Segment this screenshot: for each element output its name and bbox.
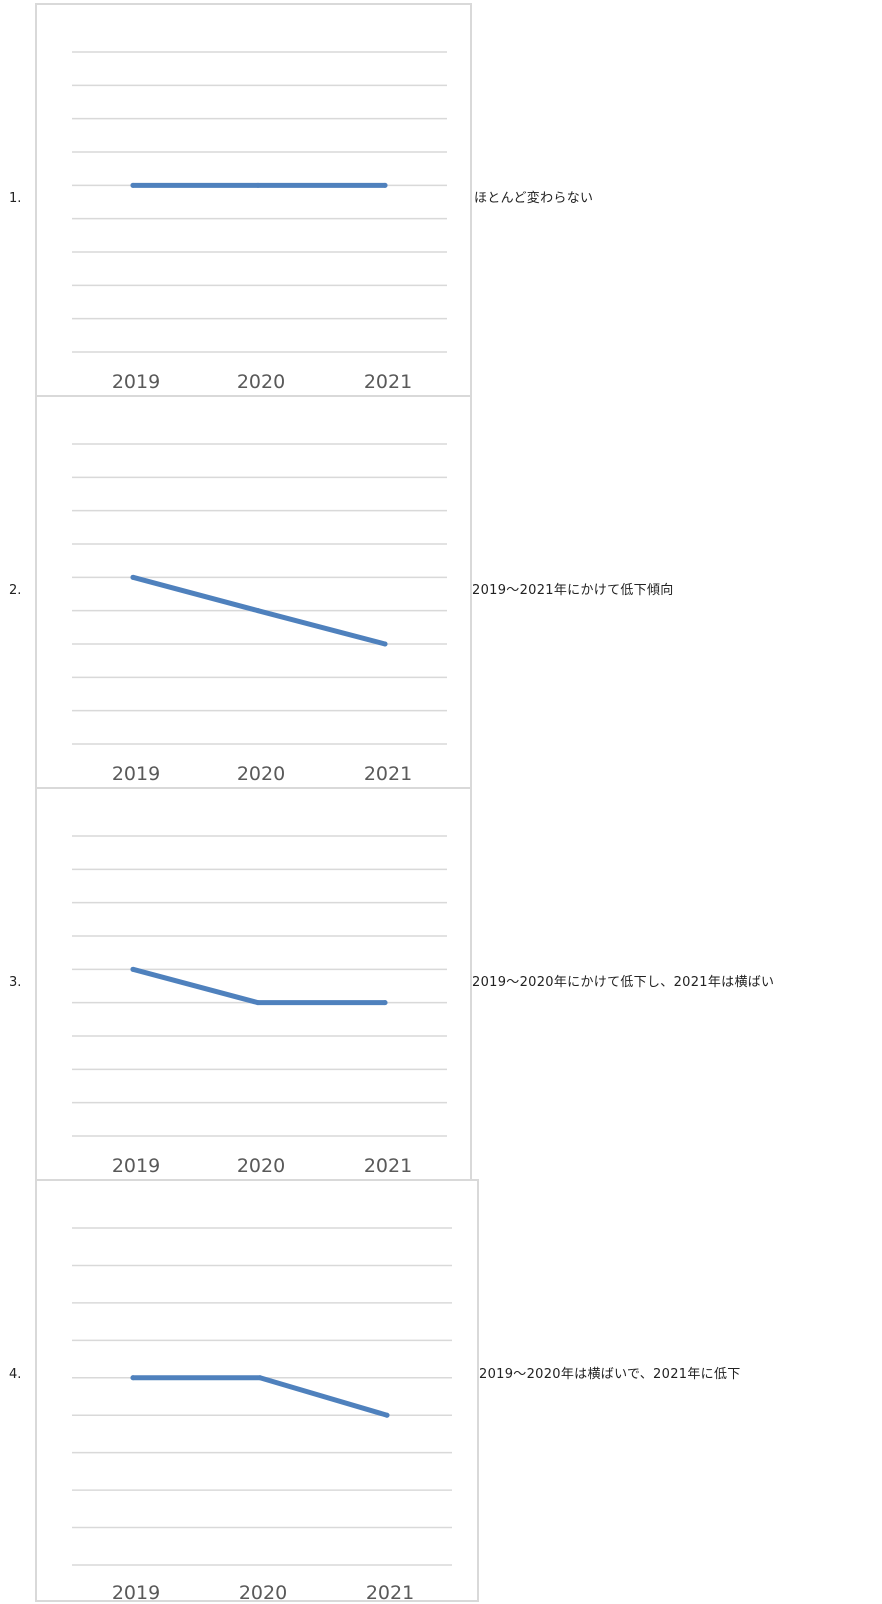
line-chart-3-plot: 2019 2020 2021 xyxy=(72,835,447,1177)
chart-number: 1. xyxy=(9,191,22,206)
x-tick-label: 2021 xyxy=(366,1582,414,1604)
data-point xyxy=(130,182,136,188)
chart-description: 2019～2020年は横ばいで、2021年に低下 xyxy=(479,1367,741,1382)
x-tick-label: 2019 xyxy=(112,1582,160,1604)
x-tick-label: 2020 xyxy=(237,1155,285,1177)
data-point xyxy=(255,1000,261,1006)
chart-number: 2. xyxy=(9,583,22,598)
x-tick-label: 2019 xyxy=(112,1155,160,1177)
line-chart-2-plot: 2019 2020 2021 xyxy=(72,443,447,785)
x-tick-label: 2019 xyxy=(112,371,160,393)
line-chart-1-plot: 2019 2020 2021 xyxy=(72,51,447,393)
series-line xyxy=(130,1375,390,1418)
data-point xyxy=(255,182,261,188)
chart-description: ほとんど変わらない xyxy=(474,191,594,206)
chart-description: 2019～2020年にかけて低下し、2021年は横ばい xyxy=(472,975,775,990)
line-chart-4-plot: 2019 2020 2021 xyxy=(72,1227,452,1604)
x-tick-label: 2021 xyxy=(364,371,412,393)
chart-number: 3. xyxy=(9,975,22,990)
data-point xyxy=(255,608,261,614)
data-point xyxy=(382,1000,388,1006)
chart-description: 2019～2021年にかけて低下傾向 xyxy=(472,583,674,598)
data-point xyxy=(130,574,136,580)
x-tick-label: 2021 xyxy=(364,763,412,785)
data-point xyxy=(384,1412,390,1418)
line-chart-3: 2019 2020 2021 xyxy=(35,787,472,1181)
x-tick-label: 2020 xyxy=(237,371,285,393)
x-tick-label: 2020 xyxy=(237,763,285,785)
chart-number: 4. xyxy=(9,1367,22,1382)
series-line xyxy=(130,966,388,1006)
data-point xyxy=(130,1375,136,1381)
line-chart-4: 2019 2020 2021 xyxy=(35,1179,479,1604)
data-point xyxy=(382,182,388,188)
data-point xyxy=(257,1375,263,1381)
x-tick-label: 2019 xyxy=(112,763,160,785)
data-point xyxy=(382,641,388,647)
x-tick-label: 2021 xyxy=(364,1155,412,1177)
line-chart-1: 2019 2020 2021 xyxy=(35,3,472,397)
data-point xyxy=(130,966,136,972)
line-chart-2: 2019 2020 2021 xyxy=(35,395,472,789)
x-tick-label: 2020 xyxy=(239,1582,287,1604)
